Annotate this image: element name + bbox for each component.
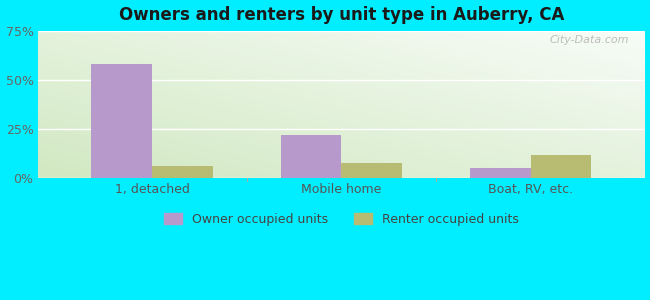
Bar [152, 167, 213, 178]
Text: City-Data.com: City-Data.com [550, 35, 629, 45]
Bar [92, 64, 152, 178]
Bar [281, 135, 341, 178]
Bar [341, 163, 402, 178]
Legend: Owner occupied units, Renter occupied units: Owner occupied units, Renter occupied un… [159, 208, 524, 231]
Bar [470, 169, 531, 178]
Title: Owners and renters by unit type in Auberry, CA: Owners and renters by unit type in Auber… [119, 6, 564, 24]
Bar [531, 155, 592, 178]
